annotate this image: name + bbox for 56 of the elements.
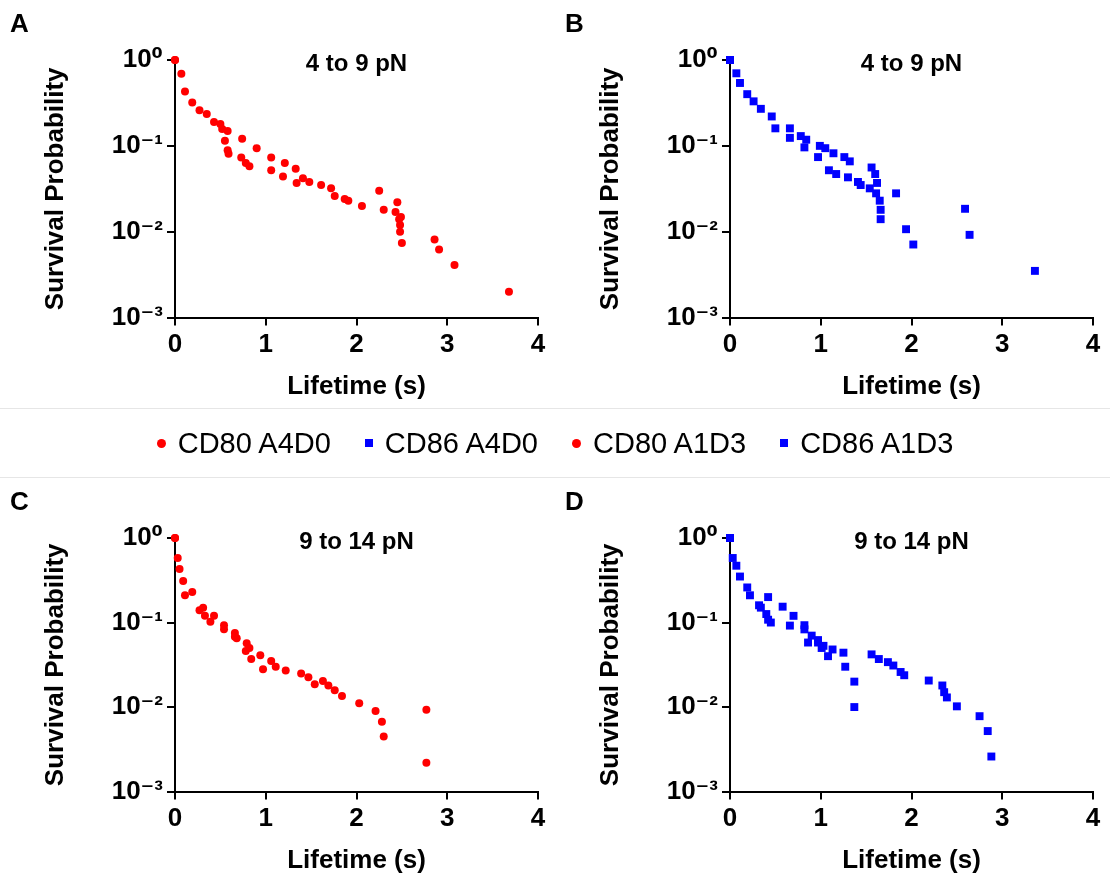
y-tick-label: 10⁻¹ <box>666 605 718 636</box>
x-tick-label: 3 <box>995 802 1010 833</box>
y-tick-label: 10⁻³ <box>666 774 719 805</box>
legend-label: CD80 A4D0 <box>176 426 331 460</box>
x-tick-label: 4 <box>530 802 546 833</box>
y-tick-label: 10⁻² <box>666 214 719 245</box>
y-tick-label: 10⁻¹ <box>666 129 718 160</box>
y-tick-label: 10⁰ <box>122 521 163 552</box>
text: A <box>10 8 29 39</box>
x-tick-label: 4 <box>530 328 546 359</box>
x-tick-label: 0 <box>167 802 183 833</box>
chart-title: 4 to 9 pN <box>305 48 408 76</box>
y-tick-label: 10⁻² <box>666 690 719 721</box>
y-axis-title: Survival Probability <box>593 542 624 787</box>
chart-title: 4 to 9 pN <box>860 48 963 76</box>
y-tick-label: 10⁻³ <box>666 300 719 331</box>
chart-title: 9 to 14 pN <box>854 526 969 554</box>
chart-title: 9 to 14 pN <box>299 526 414 554</box>
y-tick-label: 10⁰ <box>122 43 163 74</box>
y-tick-label: 10⁻² <box>111 214 164 245</box>
x-tick-label: 2 <box>349 802 364 833</box>
x-tick-label: 1 <box>813 802 828 833</box>
x-tick-label: 4 <box>1085 328 1101 359</box>
x-axis-title: Lifetime (s) <box>287 843 426 874</box>
x-axis-title: Lifetime (s) <box>842 843 981 874</box>
x-tick-label: 2 <box>904 802 919 833</box>
legend-label: CD80 A1D3 <box>592 426 747 460</box>
x-tick-label: 2 <box>904 328 919 359</box>
x-tick-label: 3 <box>440 328 455 359</box>
y-axis-title: Survival Probability <box>38 66 69 311</box>
x-tick-label: 1 <box>258 802 273 833</box>
legend-label: CD86 A4D0 <box>383 426 538 460</box>
x-tick-label: 2 <box>349 328 364 359</box>
y-tick-label: 10⁻¹ <box>111 129 163 160</box>
text: B <box>565 8 584 39</box>
y-tick-label: 10⁰ <box>677 43 718 74</box>
y-tick-label: 10⁻³ <box>111 300 164 331</box>
y-axis-title: Survival Probability <box>38 542 69 787</box>
x-tick-label: 0 <box>722 328 738 359</box>
y-tick-label: 10⁻³ <box>111 774 164 805</box>
x-tick-label: 4 <box>1085 802 1101 833</box>
x-axis-title: Lifetime (s) <box>842 369 981 400</box>
y-tick-label: 10⁰ <box>677 521 718 552</box>
y-tick-label: 10⁻² <box>111 690 164 721</box>
y-tick-label: 10⁻¹ <box>111 605 163 636</box>
x-tick-label: 3 <box>995 328 1010 359</box>
legend-label: CD86 A1D3 <box>799 426 954 460</box>
x-axis-title: Lifetime (s) <box>287 369 426 400</box>
text: C <box>10 486 29 517</box>
x-tick-label: 0 <box>722 802 738 833</box>
y-axis-title: Survival Probability <box>593 66 624 311</box>
x-tick-label: 3 <box>440 802 455 833</box>
x-tick-label: 0 <box>167 328 183 359</box>
x-tick-label: 1 <box>813 328 828 359</box>
text: D <box>565 486 584 517</box>
x-tick-label: 1 <box>258 328 273 359</box>
